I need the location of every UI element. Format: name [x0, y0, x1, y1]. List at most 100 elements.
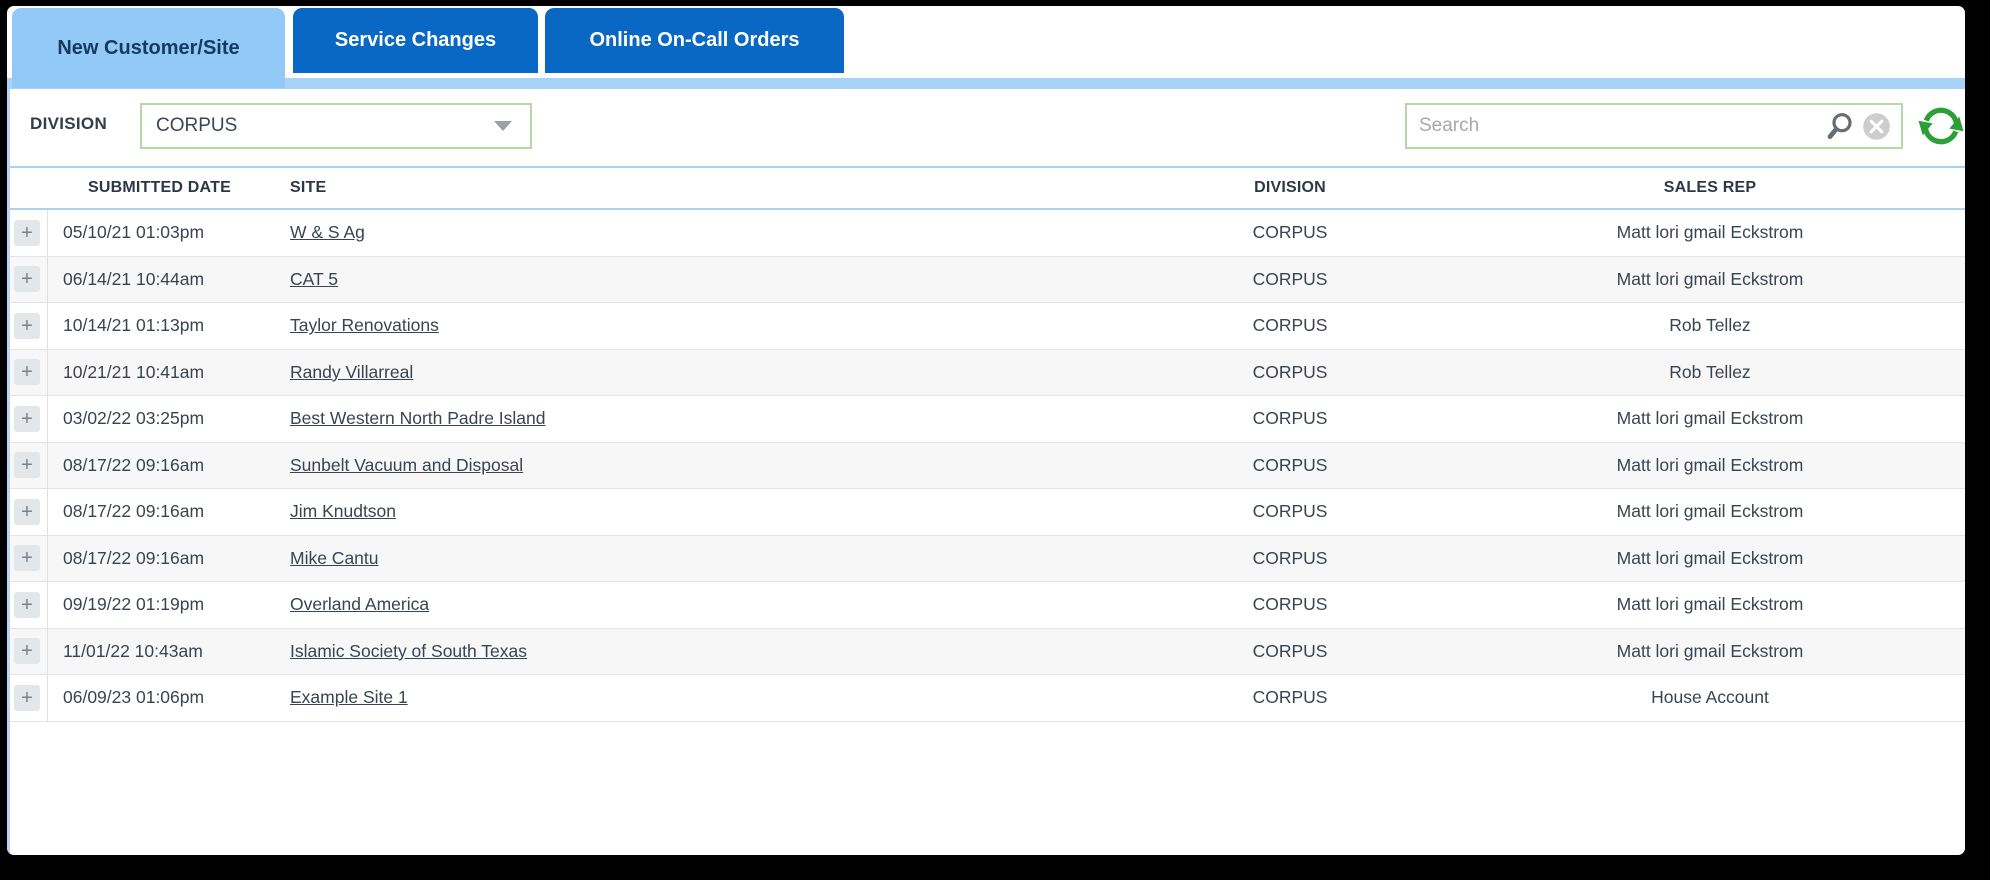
division-label: DIVISION	[30, 114, 108, 133]
sales-rep-cell: Rob Tellez	[1669, 315, 1751, 336]
expand-row-button[interactable]: +	[14, 545, 40, 572]
column-header-site: SITE	[290, 179, 327, 196]
expand-row-button[interactable]: +	[14, 359, 40, 386]
site-cell: Example Site 1	[278, 687, 1125, 708]
table-row: + 08/17/22 09:16am Jim Knudtson CORPUS M…	[7, 489, 1965, 536]
division-cell: CORPUS	[1252, 687, 1328, 708]
panel-left-border	[7, 89, 10, 855]
table-row: + 03/02/22 03:25pm Best Western North Pa…	[7, 396, 1965, 443]
table-header: SUBMITTED DATE SITE DIVISION SALES REP	[7, 166, 1965, 210]
expand-row-button[interactable]: +	[14, 312, 40, 339]
sales-rep-cell: Matt lori gmail Eckstrom	[1616, 547, 1804, 568]
expand-row-button[interactable]: +	[14, 498, 40, 525]
table-row: + 08/17/22 09:16am Mike Cantu CORPUS Mat…	[7, 535, 1965, 582]
site-link[interactable]: CAT 5	[290, 268, 338, 289]
column-header-sales-rep: SALES REP	[1663, 179, 1757, 196]
expand-row-button[interactable]: +	[14, 638, 40, 665]
table-row: + 05/10/21 01:03pm W & S Ag CORPUS Matt …	[7, 210, 1965, 257]
sales-rep-cell: Matt lori gmail Eckstrom	[1616, 454, 1804, 475]
sales-rep-cell: House Account	[1651, 687, 1769, 708]
tab-label: Online On-Call Orders	[589, 29, 800, 51]
expand-cell: +	[7, 535, 48, 581]
expand-row-button[interactable]: +	[14, 591, 40, 618]
site-link[interactable]: Taylor Renovations	[290, 315, 439, 336]
sales-rep-cell: Matt lori gmail Eckstrom	[1616, 408, 1804, 429]
division-cell: CORPUS	[1252, 268, 1328, 289]
expand-cell: +	[7, 256, 48, 302]
division-cell: CORPUS	[1252, 222, 1328, 243]
expand-cell: +	[7, 489, 48, 535]
expand-row-button[interactable]: +	[14, 684, 40, 711]
clear-search-icon[interactable]	[1862, 112, 1891, 141]
submitted-date-cell: 03/02/22 03:25pm	[63, 408, 205, 429]
chevron-down-icon	[494, 121, 512, 131]
site-link[interactable]: Jim Knudtson	[290, 501, 397, 522]
sales-rep-cell: Matt lori gmail Eckstrom	[1616, 268, 1804, 289]
search-input[interactable]	[1407, 115, 1824, 137]
tab-online-oncall-orders[interactable]: Online On-Call Orders	[545, 8, 844, 73]
submitted-date-cell: 08/17/22 09:16am	[63, 547, 205, 568]
submitted-date-cell: 09/19/22 01:19pm	[63, 594, 205, 615]
expand-cell: +	[7, 210, 48, 256]
submitted-date-cell: 11/01/22 10:43am	[63, 640, 203, 661]
division-cell: CORPUS	[1252, 315, 1328, 336]
site-link[interactable]: Example Site 1	[290, 687, 408, 708]
site-link[interactable]: W & S Ag	[290, 222, 365, 243]
division-cell: CORPUS	[1252, 408, 1328, 429]
division-dropdown[interactable]: CORPUS	[140, 103, 532, 149]
table-row: + 10/14/21 01:13pm Taylor Renovations CO…	[7, 303, 1965, 350]
expand-row-button[interactable]: +	[14, 405, 40, 432]
submitted-date-cell: 05/10/21 01:03pm	[63, 222, 205, 243]
site-link[interactable]: Sunbelt Vacuum and Disposal	[290, 454, 524, 475]
site-link[interactable]: Islamic Society of South Texas	[290, 640, 528, 661]
site-link[interactable]: Best Western North Padre Island	[290, 408, 546, 429]
table-row: + 09/19/22 01:19pm Overland America CORP…	[7, 582, 1965, 629]
site-cell: Sunbelt Vacuum and Disposal	[278, 455, 1125, 476]
search-box	[1405, 103, 1903, 149]
expand-cell: +	[7, 628, 48, 674]
tab-label: New Customer/Site	[57, 36, 240, 59]
expand-row-button[interactable]: +	[14, 219, 40, 246]
site-link[interactable]: Randy Villarreal	[290, 361, 414, 382]
division-selected-value: CORPUS	[156, 115, 238, 136]
app-window: New Customer/Site Service Changes Online…	[7, 6, 1965, 855]
site-cell: Mike Cantu	[278, 548, 1125, 569]
tab-new-customer-site[interactable]: New Customer/Site	[12, 8, 285, 88]
refresh-button[interactable]	[1917, 100, 1965, 152]
sales-rep-cell: Matt lori gmail Eckstrom	[1616, 222, 1804, 243]
division-cell: CORPUS	[1252, 454, 1328, 475]
site-cell: Best Western North Padre Island	[278, 408, 1125, 429]
table-row: + 10/21/21 10:41am Randy Villarreal CORP…	[7, 349, 1965, 396]
division-cell: CORPUS	[1252, 361, 1328, 382]
site-cell: CAT 5	[278, 269, 1125, 290]
submitted-date-cell: 10/21/21 10:41am	[63, 361, 205, 382]
table-row: + 11/01/22 10:43am Islamic Society of So…	[7, 628, 1965, 675]
column-header-division: DIVISION	[1254, 179, 1326, 196]
site-cell: Taylor Renovations	[278, 315, 1125, 336]
expand-cell: +	[7, 675, 48, 721]
search-icon[interactable]	[1824, 110, 1856, 142]
division-cell: CORPUS	[1252, 594, 1328, 615]
submitted-date-cell: 10/14/21 01:13pm	[63, 315, 205, 336]
site-cell: Jim Knudtson	[278, 501, 1125, 522]
expand-cell: +	[7, 442, 48, 488]
expand-row-button[interactable]: +	[14, 266, 40, 293]
expand-row-button[interactable]: +	[14, 452, 40, 479]
site-link[interactable]: Overland America	[290, 594, 430, 615]
site-cell: Randy Villarreal	[278, 362, 1125, 383]
tab-service-changes[interactable]: Service Changes	[293, 8, 538, 73]
sales-rep-cell: Matt lori gmail Eckstrom	[1616, 501, 1804, 522]
submitted-date-cell: 08/17/22 09:16am	[63, 454, 205, 475]
expand-cell: +	[7, 303, 48, 349]
site-link[interactable]: Mike Cantu	[290, 547, 379, 568]
table-row: + 06/14/21 10:44am CAT 5 CORPUS Matt lor…	[7, 256, 1965, 303]
table-row: + 08/17/22 09:16am Sunbelt Vacuum and Di…	[7, 442, 1965, 489]
tab-strip	[7, 78, 1965, 89]
column-header-submitted-date: SUBMITTED DATE	[88, 179, 231, 196]
division-cell: CORPUS	[1252, 501, 1328, 522]
sales-rep-cell: Rob Tellez	[1669, 361, 1751, 382]
tab-label: Service Changes	[334, 29, 497, 51]
division-cell: CORPUS	[1252, 640, 1328, 661]
sales-rep-cell: Matt lori gmail Eckstrom	[1616, 594, 1804, 615]
sales-rep-cell: Matt lori gmail Eckstrom	[1616, 640, 1804, 661]
